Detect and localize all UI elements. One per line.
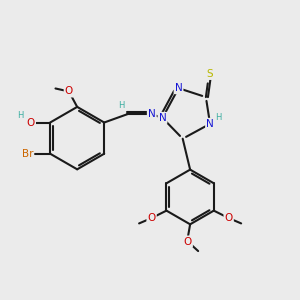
Text: O: O bbox=[148, 213, 156, 223]
Text: N: N bbox=[159, 113, 167, 123]
Text: N: N bbox=[206, 119, 214, 129]
Text: H: H bbox=[118, 101, 124, 110]
Text: S: S bbox=[206, 69, 213, 79]
Text: O: O bbox=[224, 213, 233, 223]
Text: Br: Br bbox=[22, 149, 33, 159]
Text: H: H bbox=[215, 113, 221, 122]
Text: N: N bbox=[148, 109, 156, 119]
Text: N: N bbox=[175, 83, 182, 93]
Text: O: O bbox=[27, 118, 35, 128]
Text: O: O bbox=[184, 236, 192, 247]
Text: H: H bbox=[17, 112, 24, 121]
Text: O: O bbox=[65, 86, 73, 96]
